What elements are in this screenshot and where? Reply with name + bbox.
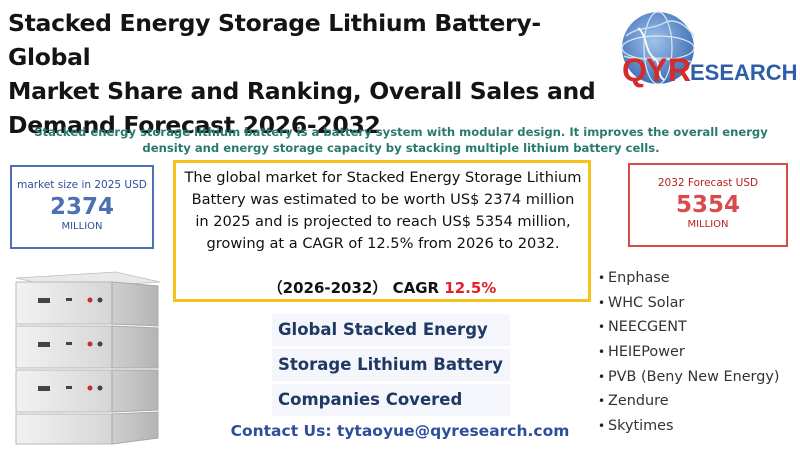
- company-item: NEECGENT: [598, 315, 798, 340]
- cagr-prefix: （2026-2032） CAGR: [267, 279, 445, 297]
- company-item: WHC Solar: [598, 291, 798, 316]
- logo-letter: Y: [646, 52, 667, 88]
- company-item: PVB (Beny New Energy): [598, 365, 798, 390]
- globe-icon: [621, 11, 695, 85]
- market-size-value: 2374: [49, 194, 114, 220]
- battery-module: [15, 281, 159, 327]
- market-size-label: market size in 2025 USD: [17, 179, 147, 191]
- market-summary-text: The global market for Stacked Energy Sto…: [184, 169, 582, 252]
- product-description: Stacked energy storage lithium battery i…: [34, 125, 768, 155]
- company-item: Skytimes: [598, 414, 798, 439]
- qyresearch-logo: Q Y R ESEARCH: [621, 11, 798, 88]
- battery-stack-image: [15, 271, 161, 445]
- title-line: Stacked Energy Storage Lithium Battery- …: [8, 9, 541, 71]
- logo-wordmark: ESEARCH: [690, 60, 798, 85]
- page-title: Stacked Energy Storage Lithium Battery- …: [8, 6, 608, 142]
- company-item: Enphase: [598, 266, 798, 291]
- market-size-2025-box: market size in 2025 USD 2374 MILLION: [10, 165, 154, 249]
- forecast-unit: MILLION: [687, 219, 729, 230]
- forecast-2032-box: 2032 Forecast USD 5354 MILLION: [628, 163, 788, 247]
- heading-line: Companies Covered: [272, 384, 510, 416]
- logo-letter: R: [668, 52, 691, 88]
- title-line: Market Share and Ranking, Overall Sales …: [8, 77, 596, 105]
- title-line: Demand Forecast 2026-2032: [8, 111, 381, 139]
- battery-module: [15, 325, 159, 369]
- company-item: Zendure: [598, 389, 798, 414]
- battery-base: [15, 411, 159, 445]
- cagr-value: 12.5%: [444, 279, 497, 297]
- forecast-label: 2032 Forecast USD: [657, 177, 759, 189]
- cagr-line: （2026-2032） CAGR 12.5%: [176, 277, 588, 298]
- forecast-value: 5354: [675, 192, 740, 218]
- logo-letter: Q: [622, 52, 647, 88]
- company-list: Enphase WHC Solar NEECGENT HEIEPower PVB…: [598, 266, 798, 439]
- companies-covered-heading: Global Stacked Energy Storage Lithium Ba…: [272, 314, 510, 419]
- heading-line: Storage Lithium Battery: [272, 349, 510, 381]
- company-item: HEIEPower: [598, 340, 798, 365]
- contact-info: Contact Us: tytaoyue@qyresearch.com: [230, 422, 570, 440]
- battery-module: [15, 369, 159, 413]
- heading-line: Global Stacked Energy: [272, 314, 510, 346]
- market-summary-box: The global market for Stacked Energy Sto…: [173, 160, 591, 302]
- market-size-unit: MILLION: [61, 221, 103, 232]
